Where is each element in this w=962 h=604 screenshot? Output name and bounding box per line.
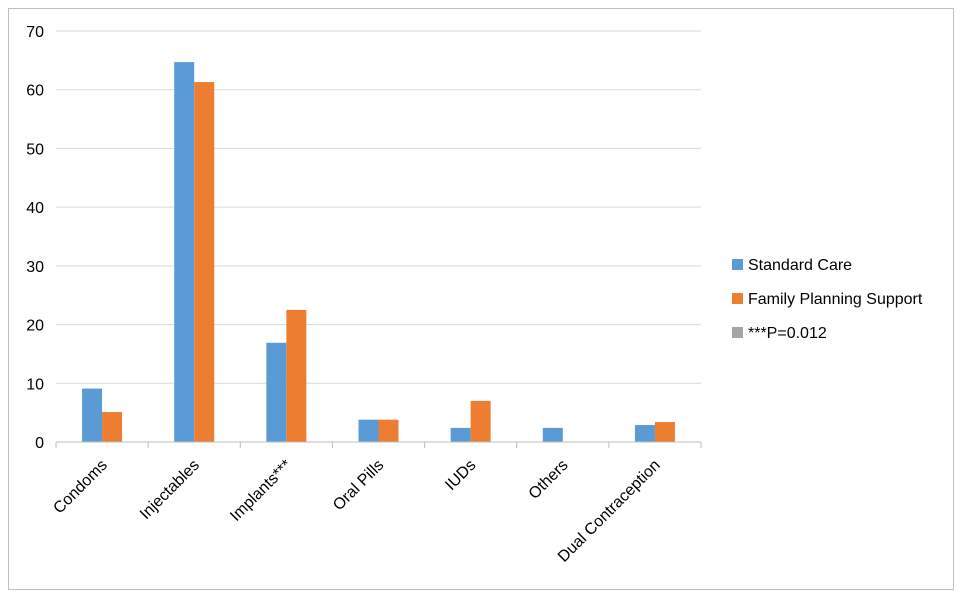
gridlines [56,30,701,384]
x-tick-label: Others [526,457,572,503]
bar-standard-care-6 [634,424,655,442]
bar-standard-care-1 [174,62,195,443]
y-tick-label: 10 [26,376,44,393]
legend-label: Standard Care [748,257,852,274]
x-tick-label: Oral Pills [330,457,387,514]
x-tick-label: Injectables [137,457,203,523]
bar-family-planning-support-0 [102,412,123,442]
x-tick-label: Dual Contraception [555,457,664,566]
bar-chart: 0 10 20 30 40 50 60 70 Condoms Injectables Implan… [26,24,923,566]
bar-family-planning-support-3 [378,419,399,442]
chart-frame: 0 10 20 30 40 50 60 70 Condoms Injectables Implan… [8,8,954,590]
legend-swatch [732,293,743,304]
bar-standard-care-0 [82,388,103,442]
y-tick-label: 20 [26,318,44,335]
y-tick-label: 40 [26,200,44,217]
y-tick-label: 60 [26,83,44,100]
y-axis-ticks: 0 10 20 30 40 50 60 70 [26,24,44,452]
bar-family-planning-support-1 [194,82,215,443]
bar-standard-care-2 [266,342,287,442]
legend-item-p-value: ***P=0.012 [732,325,827,342]
x-tick-label: Condoms [50,457,110,517]
legend-swatch [732,327,743,338]
bar-family-planning-support-2 [286,309,307,442]
y-tick-label: 50 [26,141,44,158]
bars [82,62,675,443]
x-tick-label: Implants*** [227,457,295,525]
bar-family-planning-support-6 [654,422,675,442]
y-tick-label: 70 [26,24,44,41]
x-tick-label: IUDs [442,457,479,494]
y-tick-label: 0 [35,435,44,452]
x-axis-labels: Condoms Injectables Implants*** Oral Pills I… [50,457,663,566]
y-tick-label: 30 [26,259,44,276]
legend-item-series-1: Family Planning Support [732,291,923,308]
bar-family-planning-support-4 [470,400,491,442]
bar-standard-care-5 [542,427,563,442]
legend: Standard Care Family Planning Support ***P… [732,257,923,342]
x-axis [55,441,702,448]
legend-label: ***P=0.012 [748,325,827,342]
legend-label: Family Planning Support [748,291,923,308]
legend-item-series-0: Standard Care [732,257,852,274]
bar-standard-care-4 [450,427,471,442]
legend-swatch [732,259,743,270]
bar-standard-care-3 [358,419,379,442]
